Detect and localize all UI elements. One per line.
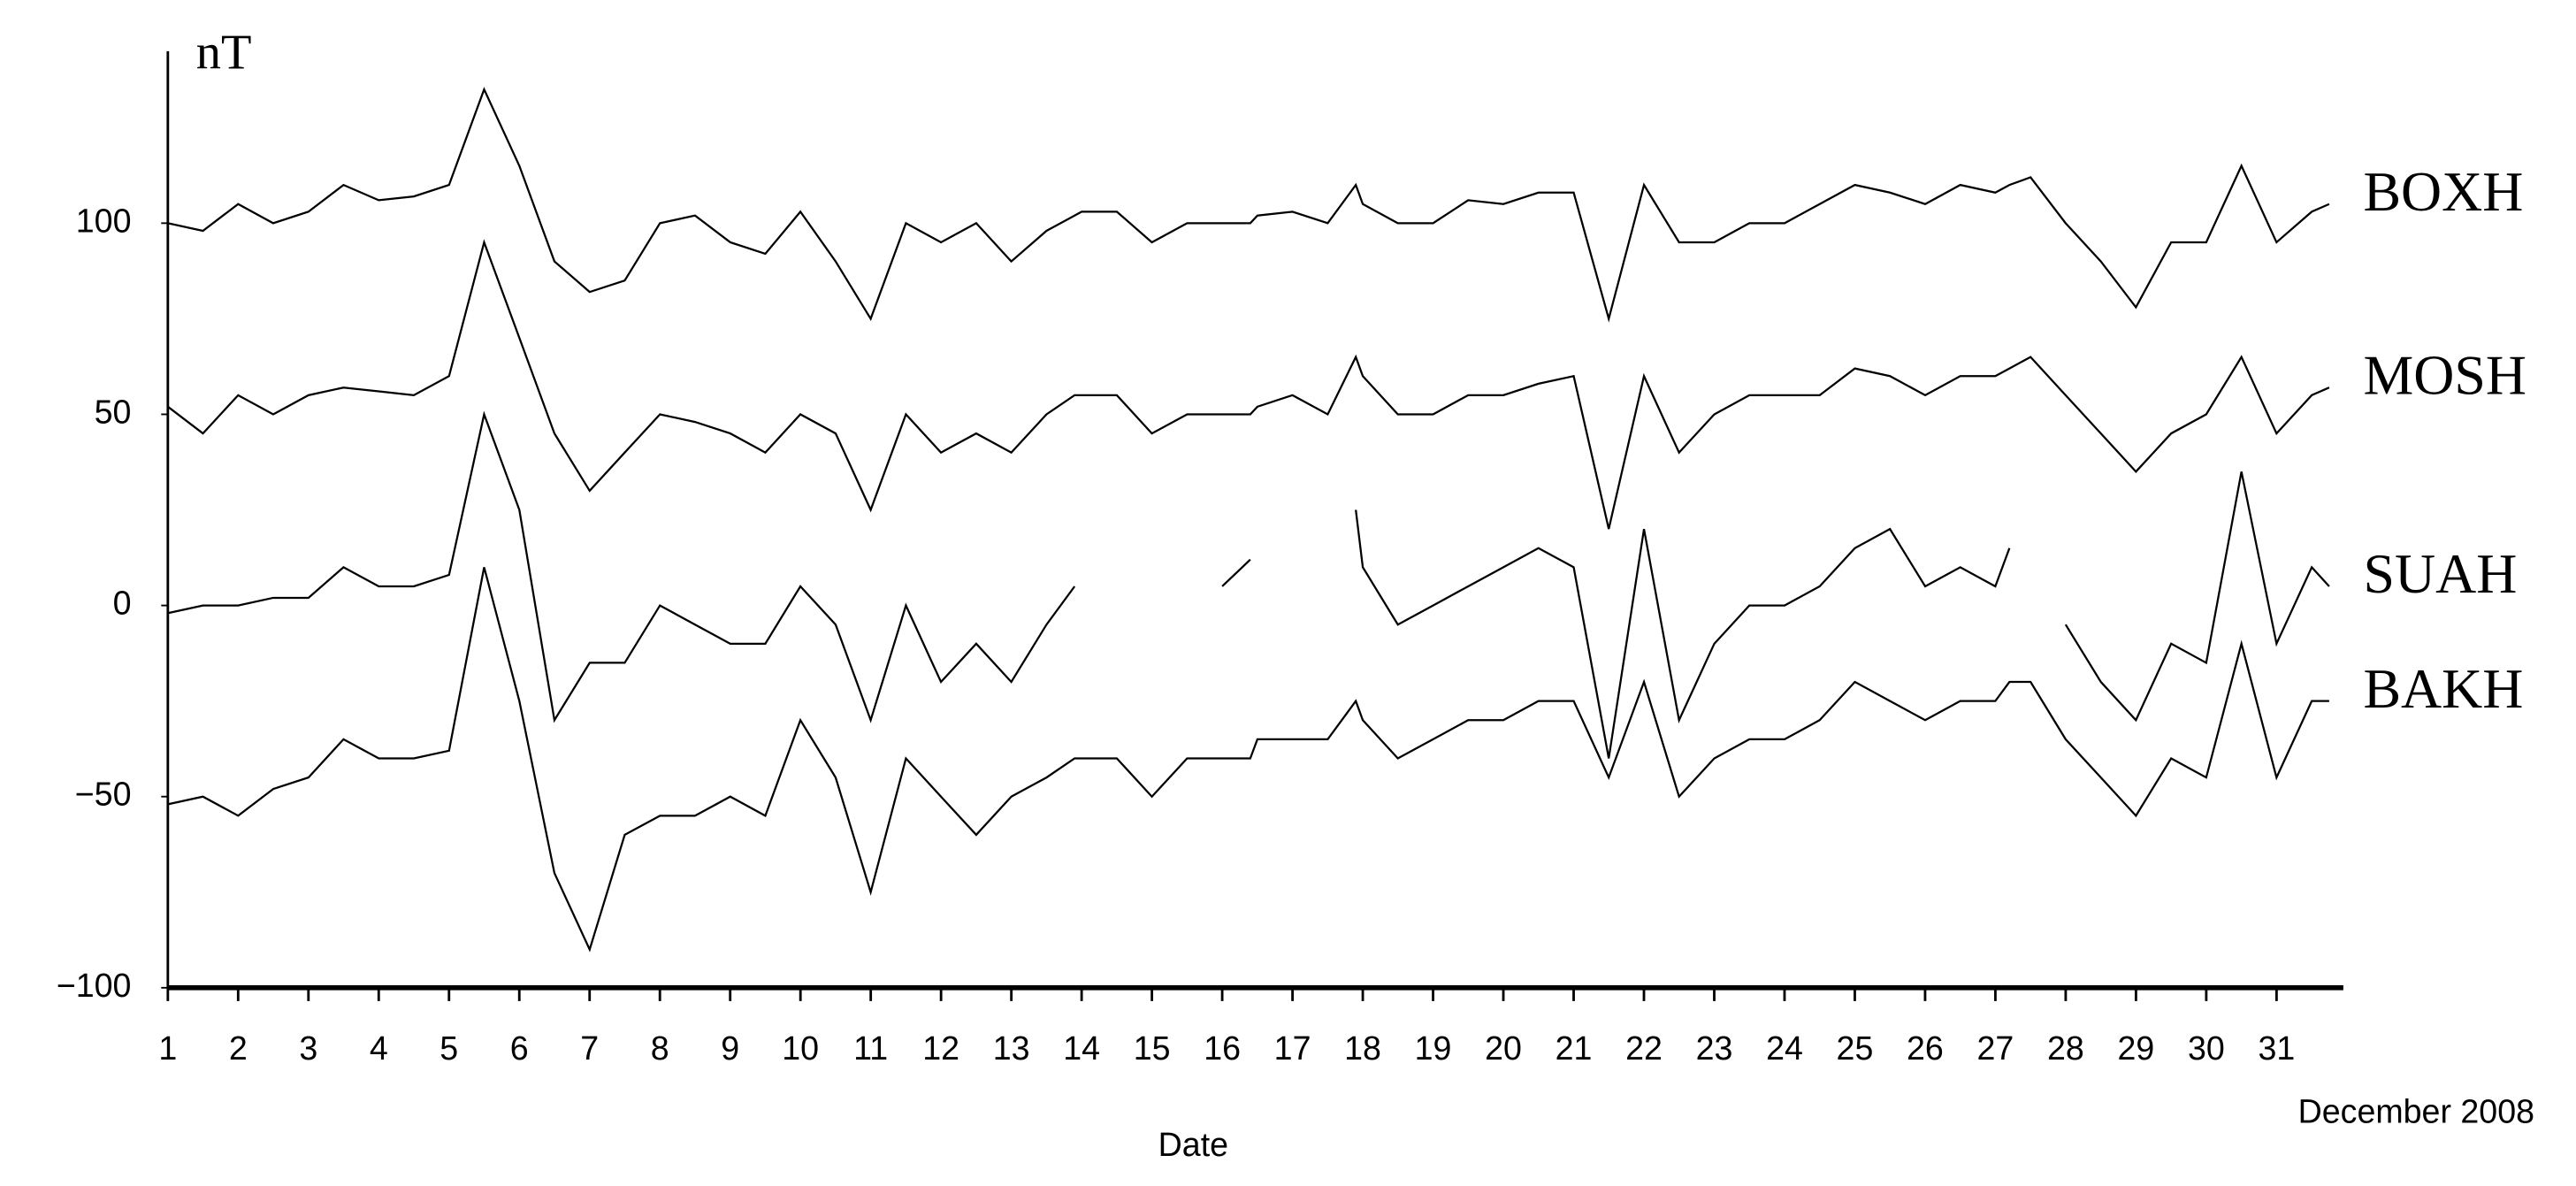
x-tick-label: 13: [993, 1029, 1030, 1067]
x-tick-label: 15: [1134, 1029, 1171, 1067]
x-tick-label: 7: [580, 1029, 599, 1067]
x-tick-label: 6: [510, 1029, 529, 1067]
x-tick-label: 4: [370, 1029, 388, 1067]
x-tick-label: 22: [1625, 1029, 1663, 1067]
y-axis-label: nT: [196, 25, 252, 80]
series-label: BOXH: [2363, 160, 2523, 223]
x-tick-label: 29: [2118, 1029, 2155, 1067]
x-tick-label: 26: [1907, 1029, 1944, 1067]
x-tick-label: 20: [1485, 1029, 1522, 1067]
x-axis-label: Date: [1158, 1126, 1228, 1163]
series-label: MOSH: [2363, 343, 2526, 406]
x-tick-label: 16: [1204, 1029, 1241, 1067]
x-tick-label: 19: [1415, 1029, 1452, 1067]
series-line: [167, 87, 2330, 323]
series-line: [167, 239, 2330, 530]
x-tick-label: 28: [2047, 1029, 2084, 1067]
series-line: [167, 410, 2330, 759]
x-tick-label: 9: [721, 1029, 739, 1067]
series-line: [167, 567, 2329, 953]
y-tick-label: 100: [76, 202, 132, 239]
x-tick-label: 24: [1766, 1029, 1803, 1067]
x-tick-label: 10: [782, 1029, 819, 1067]
x-tick-label: 31: [2258, 1029, 2295, 1067]
y-tick-label: 0: [113, 585, 132, 622]
series-label: BAKH: [2363, 657, 2523, 720]
x-tick-label: 1: [158, 1029, 177, 1067]
x-tick-label: 5: [440, 1029, 458, 1067]
y-tick-label: −100: [57, 967, 132, 1004]
x-tick-label: 12: [922, 1029, 959, 1067]
x-tick-label: 18: [1344, 1029, 1381, 1067]
x-tick-label: 11: [853, 1029, 888, 1067]
x-tick-label: 2: [229, 1029, 248, 1067]
x-tick-label: 30: [2188, 1029, 2225, 1067]
x-tick-label: 27: [1977, 1029, 2014, 1067]
y-tick-label: −50: [75, 776, 132, 813]
annotation: December 2008: [2298, 1093, 2534, 1130]
x-tick-label: 8: [651, 1029, 669, 1067]
x-tick-label: 3: [299, 1029, 317, 1067]
x-tick-label: 21: [1556, 1029, 1593, 1067]
y-tick-label: 50: [95, 393, 132, 430]
series-label: SUAH: [2363, 542, 2517, 605]
x-tick-label: 23: [1696, 1029, 1733, 1067]
x-tick-label: 17: [1274, 1029, 1311, 1067]
x-tick-label: 14: [1063, 1029, 1100, 1067]
x-tick-label: 25: [1837, 1029, 1874, 1067]
